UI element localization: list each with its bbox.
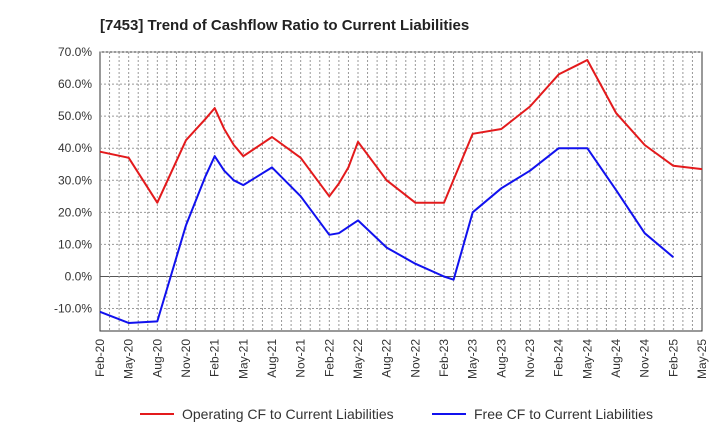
x-tick-label: May-23	[466, 339, 480, 379]
x-tick-label: Aug-22	[380, 339, 394, 378]
y-tick-label: 30.0%	[58, 173, 92, 187]
x-tick-label: Feb-21	[208, 339, 222, 377]
x-tick-label: Nov-20	[179, 339, 193, 378]
x-tick-label: Feb-24	[552, 339, 566, 377]
y-tick-label: 70.0%	[58, 45, 92, 59]
x-tick-label: Nov-24	[638, 339, 652, 378]
series-layer	[99, 59, 703, 324]
x-tick-label: Nov-22	[408, 339, 422, 378]
y-tick-label: -10.0%	[54, 302, 92, 316]
x-tick-label: Feb-25	[666, 339, 680, 377]
y-tick-label: 0.0%	[65, 269, 93, 283]
x-tick-label: May-25	[695, 339, 709, 379]
y-tick-label: 10.0%	[58, 237, 92, 251]
legend-label: Operating CF to Current Liabilities	[182, 406, 394, 422]
chart-title: [7453] Trend of Cashflow Ratio to Curren…	[100, 17, 469, 34]
x-tick-label: May-22	[351, 339, 365, 379]
x-tick-label: May-20	[122, 339, 136, 379]
legend-label: Free CF to Current Liabilities	[474, 406, 653, 422]
series-line-free-cf	[99, 147, 674, 324]
x-tick-label: May-21	[236, 339, 250, 379]
x-tick-label: Aug-24	[609, 339, 623, 378]
x-tick-label: Feb-23	[437, 339, 451, 377]
x-tick-label: Feb-22	[322, 339, 336, 377]
x-tick-label: Aug-21	[265, 339, 279, 378]
x-tick-label: Nov-23	[523, 339, 537, 378]
y-tick-label: 50.0%	[58, 109, 92, 123]
legend: Operating CF to Current Liabilities Free …	[140, 406, 653, 422]
x-tick-label: Aug-23	[494, 339, 508, 378]
x-tick-label: Aug-20	[150, 339, 164, 378]
x-tick-label: Nov-21	[294, 339, 308, 378]
x-tick-label: May-24	[580, 339, 594, 379]
series-line-operating-cf	[99, 59, 703, 204]
y-tick-label: 20.0%	[58, 205, 92, 219]
grid-layer	[99, 51, 703, 332]
y-tick-label: 40.0%	[58, 141, 92, 155]
x-tick-label: Feb-20	[93, 339, 107, 377]
y-tick-label: 60.0%	[58, 77, 92, 91]
y-axis-ticks: 70.0% 60.0% 50.0% 40.0% 30.0% 20.0% 10.0% 0.0% -…	[54, 45, 92, 316]
x-axis-ticks: Feb-20 May-20 Aug-20 Nov-20 Feb-21 May-21 Aug-…	[93, 339, 709, 379]
